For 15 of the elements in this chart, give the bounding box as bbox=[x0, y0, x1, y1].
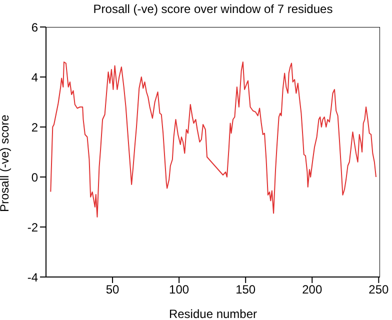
x-tick-label: 100 bbox=[169, 282, 190, 297]
y-tick-label: -2 bbox=[27, 220, 38, 234]
x-tick-label: 200 bbox=[302, 282, 322, 297]
y-tick-label: 0 bbox=[31, 170, 38, 184]
x-tick-label: 250 bbox=[368, 282, 389, 297]
y-tick-label: 2 bbox=[31, 120, 38, 134]
y-axis-title: Prosall (-ve) score bbox=[0, 114, 12, 212]
line-series bbox=[50, 62, 377, 218]
x-tick-label: 50 bbox=[106, 282, 120, 297]
y-tick-label: 4 bbox=[31, 70, 38, 84]
chart-title: Prosall (-ve) score over window of 7 residues bbox=[92, 2, 334, 16]
y-tick-label: -4 bbox=[27, 270, 38, 284]
x-axis-title: Residue number bbox=[168, 307, 258, 320]
y-tick-label: 6 bbox=[31, 20, 38, 34]
x-tick-label: 150 bbox=[236, 282, 256, 297]
